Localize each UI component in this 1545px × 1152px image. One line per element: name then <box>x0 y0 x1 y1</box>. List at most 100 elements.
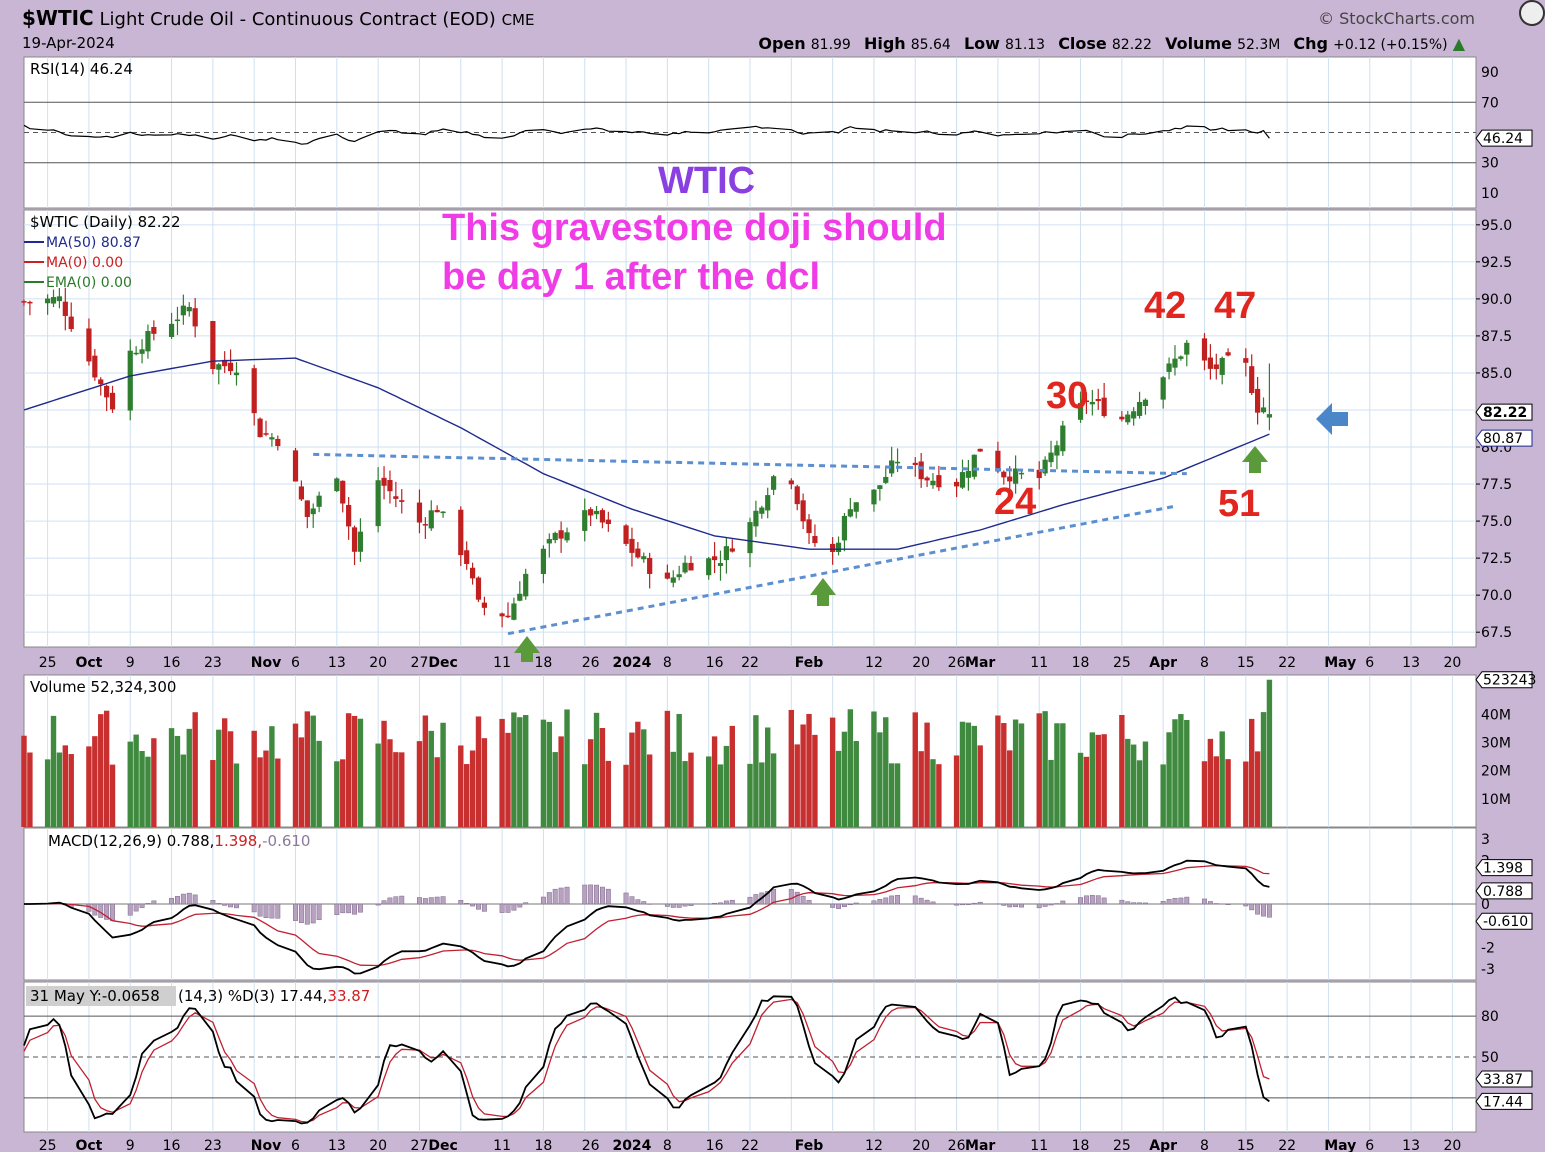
volume-bar <box>174 735 181 827</box>
volume-bar <box>263 750 269 827</box>
candle-body <box>68 316 74 330</box>
x-tick-label: 13 <box>328 655 346 671</box>
macd-tick-label: -3 <box>1481 962 1495 978</box>
candle-body <box>1048 452 1054 463</box>
stoch-tick-label: 80 <box>1481 1009 1499 1025</box>
x-tick-label: 13 <box>1402 1138 1420 1152</box>
price-legend: MA(50) 80.87 MA(0) 0.00 EMA(0) 0.00 <box>24 235 141 291</box>
x-tick-label: 26 <box>948 655 966 671</box>
candle-body <box>27 301 33 304</box>
volume-bar <box>92 736 98 827</box>
volume-bar <box>416 741 423 827</box>
volume-bar <box>375 743 381 827</box>
macd-histogram-bar <box>110 903 115 922</box>
macd-signal-value-box <box>1475 859 1533 877</box>
volume-bar <box>794 744 800 827</box>
macd-histogram-bar <box>1207 901 1213 905</box>
volume-bar <box>883 717 889 827</box>
candle-body <box>357 531 364 552</box>
macd-histogram-bar <box>186 892 192 905</box>
count-label-24: 24 <box>994 481 1036 523</box>
x-tick-label: 11 <box>493 655 511 671</box>
x-tick-label: 8 <box>663 1138 672 1152</box>
candle-body <box>835 542 842 553</box>
volume-bar <box>1184 719 1190 827</box>
candle-body <box>340 480 346 504</box>
volume-bar <box>759 762 765 827</box>
candle-body <box>227 362 234 372</box>
macd-label-main: MACD(12,26,9) 0.788, <box>48 832 214 850</box>
candle-body <box>623 525 629 544</box>
macd-histogram-bar <box>1013 903 1019 908</box>
macd-histogram-bar <box>1048 903 1054 906</box>
x-tick-label: Oct <box>75 655 102 671</box>
volume-bar <box>62 745 69 827</box>
candle-body <box>924 477 930 481</box>
candle-body <box>109 392 116 410</box>
count-label-42: 42 <box>1144 285 1186 327</box>
x-tick-label: 25 <box>1113 1138 1131 1152</box>
candle-body <box>263 433 269 435</box>
volume-bar <box>1142 741 1149 827</box>
candle-body <box>635 548 641 558</box>
macd-histogram-bar <box>1225 903 1231 905</box>
candle-body <box>269 437 275 440</box>
candle-body <box>316 495 322 507</box>
x-tick-label: 26 <box>582 655 600 671</box>
x-tick-label: 27 <box>411 655 429 671</box>
candle-body <box>1249 366 1255 393</box>
macd-histogram-bar <box>464 902 470 905</box>
macd-histogram-bar <box>293 903 298 921</box>
open-label: Open <box>758 34 806 53</box>
x-tick-label: 2024 <box>612 1138 651 1152</box>
macd-histogram-bar <box>1101 897 1107 905</box>
macd-histogram-bar <box>440 896 446 905</box>
macd-histogram-bar <box>800 895 806 905</box>
volume-bar <box>251 730 257 827</box>
candle-body <box>180 305 186 316</box>
candle-body <box>877 485 883 490</box>
close-icon[interactable] <box>1519 0 1545 26</box>
candle-body <box>475 577 482 600</box>
candle-body <box>847 509 853 517</box>
candle-body <box>912 462 918 465</box>
macd-histogram-bar <box>676 903 682 908</box>
volume-bar <box>1054 723 1060 827</box>
x-tick-label: 8 <box>1200 655 1209 671</box>
volume-bar <box>393 752 399 827</box>
macd-histogram-bar <box>310 903 316 924</box>
macd-histogram-bar <box>175 896 180 905</box>
annotation-note-line1: This gravestone doji should <box>442 207 947 249</box>
candle-body <box>210 321 216 369</box>
candle-body <box>1219 357 1225 375</box>
x-tick-label: 12 <box>865 655 883 671</box>
candle-body <box>62 301 68 316</box>
macd-signal-value: 1.398 <box>1483 861 1523 877</box>
macd-histogram-bar <box>895 895 901 905</box>
volume-bar <box>56 752 63 827</box>
candle-body <box>841 515 848 541</box>
volume-bar <box>145 756 151 827</box>
macd-histogram-bar <box>546 892 552 905</box>
macd-histogram-bar <box>552 888 558 905</box>
candle-body <box>151 327 157 334</box>
macd-histogram-bar <box>1001 903 1007 906</box>
candle-body <box>546 539 552 544</box>
candle-body <box>1131 411 1137 419</box>
macd-label-hist: -0.610 <box>262 832 310 850</box>
volume-bar <box>894 763 901 827</box>
price-tick-label: 95.0 <box>1481 218 1512 234</box>
candle-body <box>1083 400 1090 402</box>
volume-bar <box>481 738 488 827</box>
stoch-label: (14,3) %D(3) 17.44,33.87 <box>178 987 370 1005</box>
close-value: 82.22 <box>1111 37 1152 53</box>
macd-histogram-bar <box>883 897 889 905</box>
x-tick-label: 23 <box>204 1138 222 1152</box>
candle-body <box>298 486 305 500</box>
candle-body <box>853 502 859 512</box>
candle-body <box>723 546 729 561</box>
macd-histogram-bar <box>499 903 505 913</box>
candle-body <box>918 461 924 480</box>
volume-bar <box>971 725 977 827</box>
volume-bar <box>829 717 836 827</box>
